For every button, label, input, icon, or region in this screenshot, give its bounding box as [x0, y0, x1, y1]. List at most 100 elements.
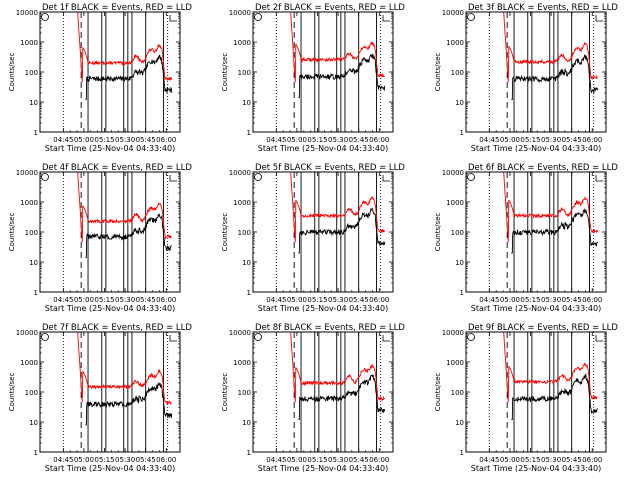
y-axis-label: Counts/sec: [8, 53, 16, 92]
series-lld-line: [503, 172, 599, 243]
y-tick-label: 100: [451, 69, 464, 77]
x-axis-label: Start Time (25-Nov-04 04:33:40): [45, 464, 175, 473]
x-tick-label: 05:30: [115, 136, 135, 144]
x-tick-label: 05:45: [136, 456, 156, 464]
x-tick-label: 04:45: [266, 296, 286, 304]
y-tick-label: 10: [29, 259, 38, 267]
y-tick-label: 1000: [446, 39, 464, 47]
x-tick-label: 05:00: [74, 456, 94, 464]
panel-title: Det 4f BLACK = Events, RED = LLD: [42, 163, 192, 173]
series-events-line: [298, 374, 386, 421]
x-tick-label: 06:00: [582, 136, 602, 144]
panel-det-5: Det 5f BLACK = Events, RED = LLD Counts/s…: [221, 163, 405, 313]
series-events-line: [298, 53, 386, 99]
y-tick-label: 1: [34, 289, 38, 297]
plot-frame: [39, 171, 181, 293]
panel-det-7: Det 7f BLACK = Events, RED = LLD Counts/s…: [8, 323, 192, 473]
x-tick-label: 06:00: [156, 136, 176, 144]
y-tick-label: 100: [238, 389, 251, 397]
x-tick-label: 04:45: [479, 296, 499, 304]
y-tick-label: 1000: [446, 199, 464, 207]
x-tick-label: 05:45: [562, 456, 582, 464]
x-tick-label: 06:00: [156, 456, 176, 464]
x-axis-label: Start Time (25-Nov-04 04:33:40): [45, 304, 175, 313]
panel-det-8: Det 8f BLACK = Events, RED = LLD Counts/s…: [221, 323, 405, 473]
x-axis-label: Start Time (25-Nov-04 04:33:40): [258, 144, 388, 153]
corner-bracket-icon: [382, 335, 390, 342]
x-tick-label: 06:00: [369, 136, 389, 144]
y-tick-label: 1000: [233, 199, 251, 207]
panel-title: Det 9f BLACK = Events, RED = LLD: [468, 323, 618, 333]
x-tick-label: 05:30: [328, 296, 348, 304]
y-tick-label: 1: [247, 129, 251, 137]
panel-title: Det 6f BLACK = Events, RED = LLD: [468, 163, 618, 173]
x-tick-label: 04:45: [266, 456, 286, 464]
y-tick-label: 10000: [229, 9, 251, 17]
y-tick-label: 10: [29, 419, 38, 427]
x-tick-label: 05:30: [541, 456, 561, 464]
plot-frame: [465, 331, 607, 453]
x-tick-label: 04:45: [53, 296, 73, 304]
corner-circle-icon: [467, 333, 475, 341]
corner-bracket-icon: [169, 175, 177, 182]
x-tick-label: 05:00: [500, 296, 520, 304]
corner-bracket-icon: [595, 15, 603, 22]
plot-frame: [465, 11, 607, 133]
x-tick-label: 05:00: [287, 456, 307, 464]
corner-bracket-icon: [382, 15, 390, 22]
x-tick-label: 05:30: [541, 136, 561, 144]
series-events-line: [85, 54, 173, 101]
x-tick-label: 05:15: [520, 456, 540, 464]
y-tick-label: 100: [25, 69, 38, 77]
x-tick-label: 06:00: [156, 296, 176, 304]
y-tick-label: 1: [460, 129, 464, 137]
series-lld-line: [290, 332, 385, 403]
y-tick-label: 10000: [442, 169, 464, 177]
y-tick-label: 1000: [20, 39, 38, 47]
plot-frame: [252, 331, 394, 453]
y-axis-label: Counts/sec: [434, 373, 442, 412]
x-axis-label: Start Time (25-Nov-04 04:33:40): [45, 144, 175, 153]
y-axis-label: Counts/sec: [434, 53, 442, 92]
x-tick-label: 05:30: [115, 456, 135, 464]
y-tick-label: 1: [247, 289, 251, 297]
corner-bracket-icon: [595, 175, 603, 182]
panel-det-1: Det 1f BLACK = Events, RED = LLD Counts/s…: [8, 3, 192, 153]
x-tick-label: 05:45: [349, 136, 369, 144]
panel-title: Det 7f BLACK = Events, RED = LLD: [42, 323, 192, 333]
series-lld-line: [503, 332, 598, 403]
plot-frame: [252, 11, 394, 133]
y-tick-label: 100: [238, 229, 251, 237]
y-tick-label: 1000: [233, 359, 251, 367]
plot-frame: [39, 331, 181, 453]
y-tick-label: 100: [25, 389, 38, 397]
y-tick-label: 100: [451, 229, 464, 237]
y-tick-label: 1: [247, 449, 251, 457]
panel-title: Det 3f BLACK = Events, RED = LLD: [468, 3, 618, 13]
x-axis-label: Start Time (25-Nov-04 04:33:40): [471, 304, 601, 313]
y-tick-label: 10000: [16, 329, 38, 337]
y-tick-label: 100: [238, 69, 251, 77]
y-tick-label: 1: [460, 289, 464, 297]
x-tick-label: 04:45: [53, 456, 73, 464]
x-tick-label: 05:00: [287, 296, 307, 304]
plot-frame: [39, 11, 181, 133]
x-tick-label: 05:15: [94, 296, 114, 304]
plot-frame: [252, 171, 394, 293]
plot-frame: [465, 171, 607, 293]
panel-title: Det 1f BLACK = Events, RED = LLD: [42, 3, 192, 13]
panel-title: Det 2f BLACK = Events, RED = LLD: [255, 3, 405, 13]
panel-title: Det 5f BLACK = Events, RED = LLD: [255, 163, 405, 173]
y-tick-label: 10000: [442, 329, 464, 337]
y-tick-label: 10: [455, 259, 464, 267]
x-axis-label: Start Time (25-Nov-04 04:33:40): [258, 464, 388, 473]
x-tick-label: 04:45: [479, 136, 499, 144]
x-tick-label: 05:00: [287, 136, 307, 144]
corner-circle-icon: [41, 333, 49, 341]
x-axis-label: Start Time (25-Nov-04 04:33:40): [471, 144, 601, 153]
x-tick-label: 05:15: [94, 456, 114, 464]
corner-circle-icon: [41, 13, 49, 21]
y-tick-label: 1: [460, 449, 464, 457]
